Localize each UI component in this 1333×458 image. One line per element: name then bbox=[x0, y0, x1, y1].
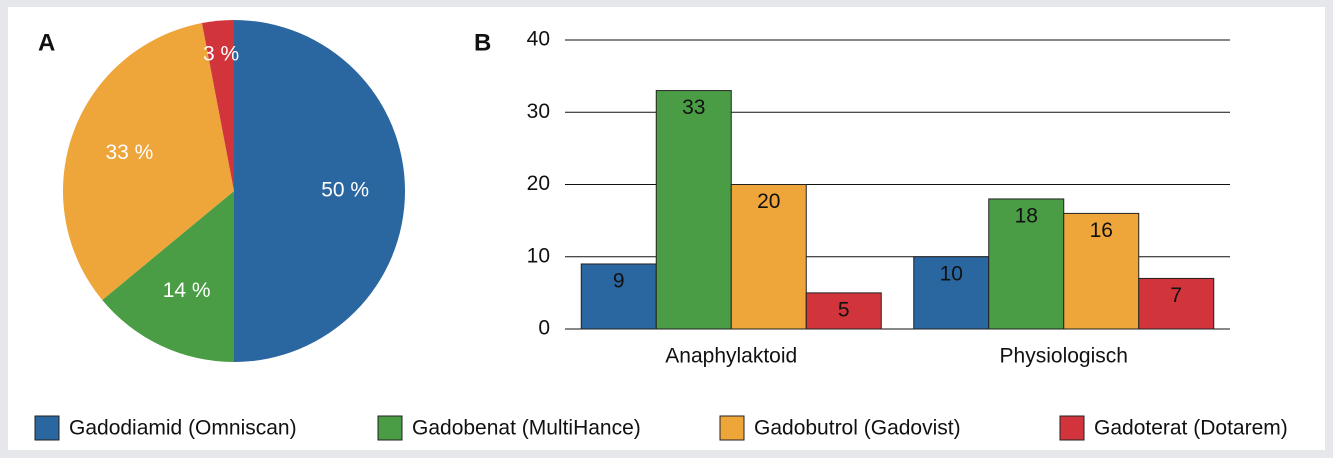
legend-swatch bbox=[34, 415, 60, 441]
pie-slice bbox=[201, 20, 234, 191]
slice-label: 3 % bbox=[203, 42, 239, 65]
pie-slice bbox=[62, 23, 234, 300]
legend-swatch bbox=[377, 415, 403, 441]
bar bbox=[913, 256, 990, 330]
y-tick-label: 20 bbox=[527, 172, 550, 195]
bar bbox=[1063, 212, 1140, 330]
bar-label: 16 bbox=[1090, 219, 1113, 242]
pie-slice bbox=[102, 191, 234, 362]
bar bbox=[730, 184, 807, 330]
bar bbox=[1138, 277, 1215, 330]
slice-label: 50 % bbox=[321, 179, 369, 202]
legend-label: Gadodiamid (Omniscan) bbox=[69, 417, 297, 440]
x-tick-label: Physiologisch bbox=[1000, 345, 1128, 368]
bar-label: 33 bbox=[682, 96, 705, 119]
bar-label: 9 bbox=[613, 270, 625, 293]
bar-label: 7 bbox=[1170, 284, 1182, 307]
legend-label: Gadobutrol (Gadovist) bbox=[754, 417, 961, 440]
bar-label: 5 bbox=[838, 298, 850, 321]
slice-label: 33 % bbox=[105, 141, 153, 164]
legend-swatch bbox=[719, 415, 745, 441]
bar-label: 18 bbox=[1015, 204, 1038, 227]
legend-swatch bbox=[1059, 415, 1085, 441]
panel-label: A bbox=[38, 29, 55, 56]
bar bbox=[655, 90, 732, 330]
bar-label: 20 bbox=[757, 190, 780, 213]
y-tick-label: 0 bbox=[538, 317, 550, 340]
panel-label: B bbox=[474, 29, 491, 56]
bar bbox=[580, 263, 657, 330]
y-tick-label: 10 bbox=[527, 244, 550, 267]
legend-label: Gadoterat (Dotarem) bbox=[1094, 417, 1288, 440]
y-tick-label: 40 bbox=[527, 28, 550, 51]
y-tick-label: 30 bbox=[527, 100, 550, 123]
slice-label: 14 % bbox=[163, 279, 211, 302]
pie-slice bbox=[234, 20, 405, 362]
legend-label: Gadobenat (MultiHance) bbox=[412, 417, 641, 440]
bar-label: 10 bbox=[940, 262, 963, 285]
bar bbox=[988, 198, 1065, 330]
x-tick-label: Anaphylaktoid bbox=[665, 345, 797, 368]
bar bbox=[805, 292, 882, 330]
